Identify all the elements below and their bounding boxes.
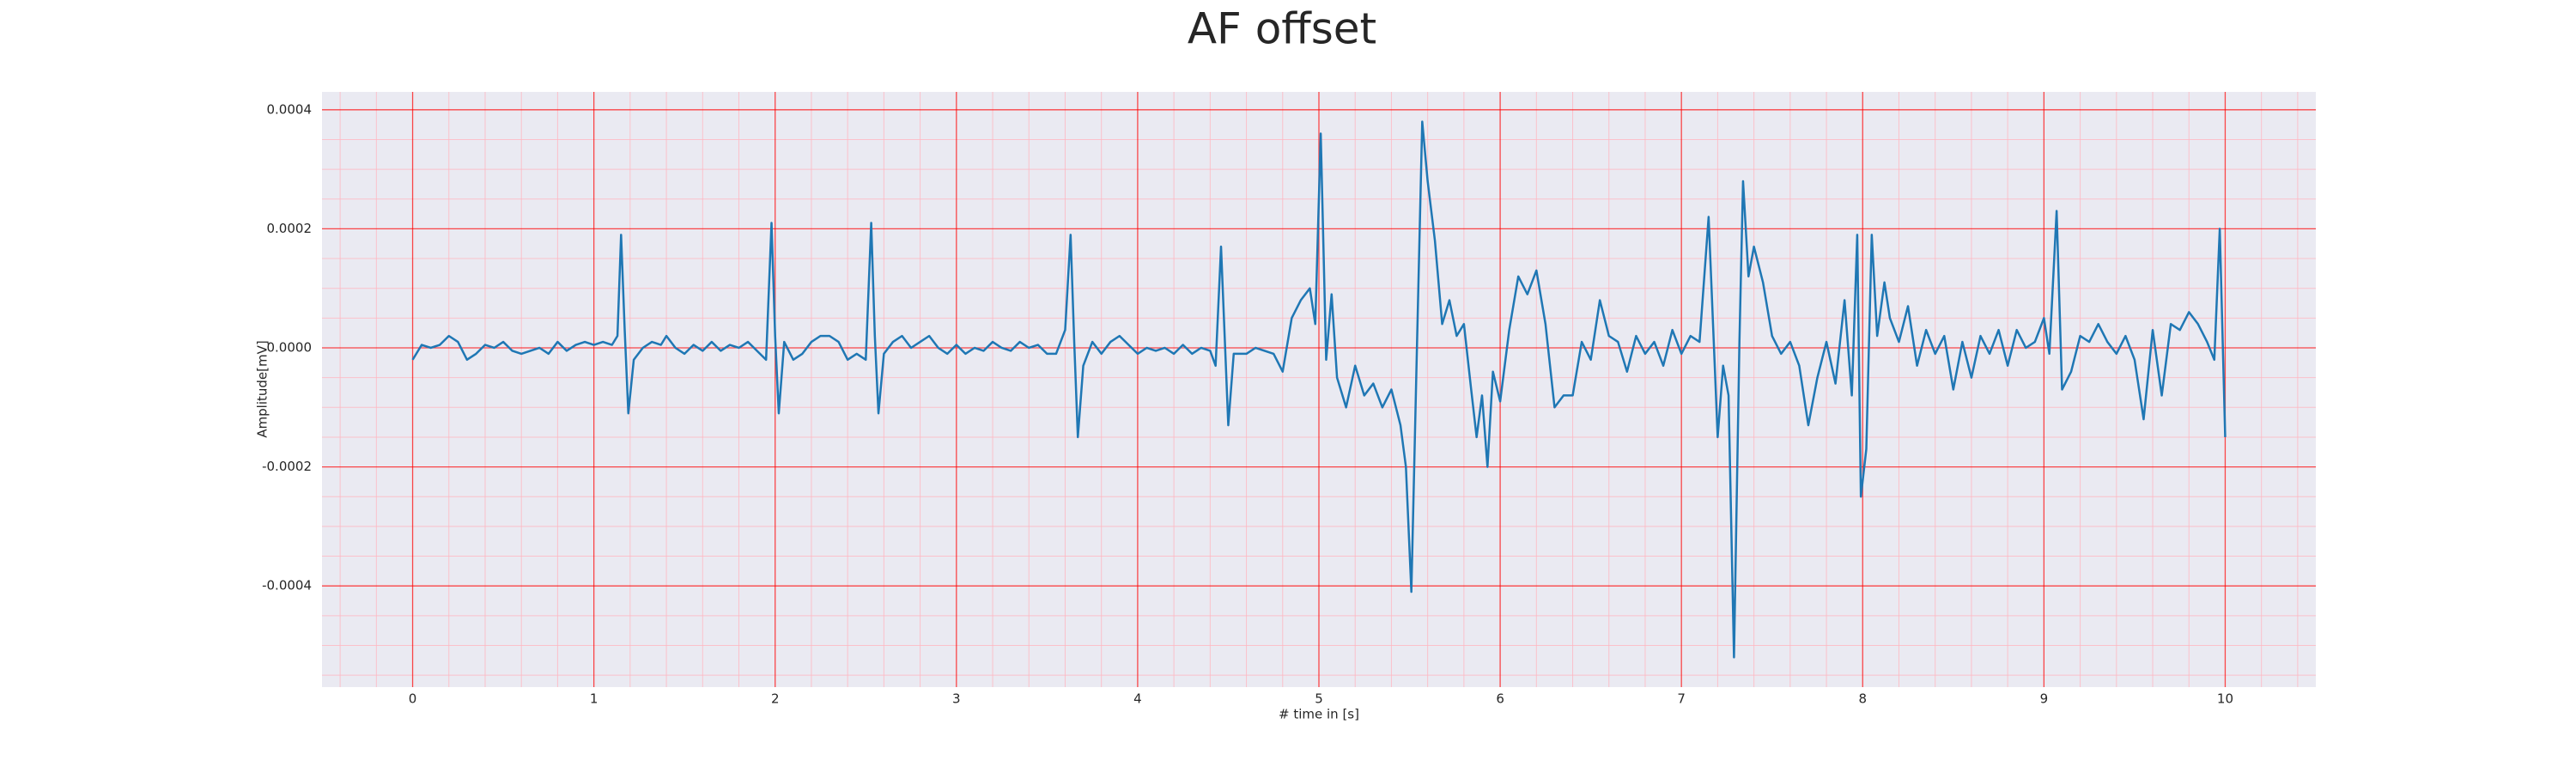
x-tick-label: 4 <box>1133 691 1142 707</box>
x-tick-label: 8 <box>1858 691 1867 707</box>
x-tick-label: 5 <box>1315 691 1323 707</box>
chart-title: AF offset <box>1188 4 1376 54</box>
y-tick-label: -0.0002 <box>262 459 312 474</box>
y-tick-label: 0.0000 <box>267 339 313 355</box>
y-tick-label: 0.0004 <box>267 101 313 117</box>
x-tick-label: 2 <box>771 691 780 707</box>
x-tick-label: 6 <box>1496 691 1504 707</box>
x-tick-label: 3 <box>952 691 961 707</box>
x-tick-label: 7 <box>1677 691 1686 707</box>
x-tick-label: 9 <box>2040 691 2049 707</box>
x-tick-label: 0 <box>409 691 417 707</box>
x-axis-label: # time in [s] <box>1279 707 1359 722</box>
x-tick-label: 1 <box>590 691 598 707</box>
y-tick-label: 0.0002 <box>267 221 313 236</box>
y-axis-label: Amplitude[mV] <box>255 340 270 437</box>
series-line <box>411 120 2227 659</box>
x-tick-label: 10 <box>2217 691 2233 707</box>
y-tick-label: -0.0004 <box>262 578 312 593</box>
